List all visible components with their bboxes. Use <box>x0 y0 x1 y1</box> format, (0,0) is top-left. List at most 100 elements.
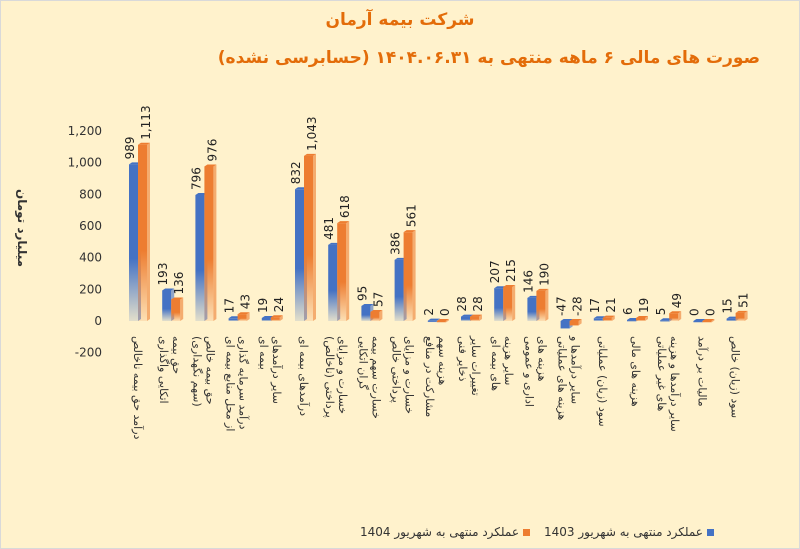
bar-1404 <box>536 290 546 321</box>
bar-side <box>645 315 648 321</box>
bar-top <box>237 312 250 315</box>
category-label: درآمدهای بیمه ای <box>297 336 311 416</box>
bar-side <box>479 314 482 321</box>
bar-top <box>204 164 217 167</box>
legend: عملکرد منتهی به شهریور 1403 عملکرد منتهی… <box>360 525 714 539</box>
bar-side <box>611 315 615 321</box>
data-label: 51 <box>737 293 751 308</box>
data-label: 976 <box>205 139 219 162</box>
bar-top <box>470 314 482 317</box>
bar-1403 <box>527 297 537 321</box>
data-label: 386 <box>389 232 403 255</box>
bar-1404 <box>470 316 479 321</box>
data-label: -47 <box>555 296 569 316</box>
data-label: 28 <box>455 296 469 311</box>
data-label: 1,113 <box>139 105 153 139</box>
y-tick-label: 600 <box>79 219 102 233</box>
data-label: 21 <box>604 297 618 312</box>
bar-1403 <box>461 316 470 321</box>
bar-1404 <box>270 317 280 321</box>
category-label: اداری و عمومی <box>522 336 535 407</box>
chart-title: شرکت بیمه آرمان <box>325 10 475 30</box>
bar-1404 <box>503 286 513 321</box>
bar-1404 <box>569 321 579 326</box>
bar-1403 <box>261 317 271 321</box>
bar-top <box>693 319 706 321</box>
bar-side <box>445 319 449 323</box>
bar-top <box>403 230 416 233</box>
bar-1404 <box>602 317 612 321</box>
bar-1404 <box>636 317 645 321</box>
data-label: -28 <box>571 296 585 316</box>
bar-top <box>569 319 582 321</box>
bar-1404 <box>171 299 181 321</box>
legend-item-1404: عملکرد منتهی به شهریور 1404 <box>360 525 530 539</box>
y-tick-label: 0 <box>94 314 102 328</box>
bar-side <box>346 221 350 321</box>
category-label: خسارت و مزایای <box>336 336 349 414</box>
data-label: 57 <box>371 292 385 307</box>
bar-top <box>636 315 648 318</box>
bar-top <box>337 221 350 224</box>
category-label: حق بیمه <box>169 336 183 374</box>
bar-1403 <box>394 259 404 321</box>
bar-1403 <box>195 194 205 321</box>
data-label: 136 <box>172 272 186 295</box>
data-label: 193 <box>156 263 170 286</box>
bar-1403 <box>726 318 736 321</box>
data-label: 17 <box>588 298 602 313</box>
bar-side <box>711 319 715 323</box>
data-label: 17 <box>223 298 237 313</box>
bar-1404 <box>237 314 247 321</box>
data-label: 19 <box>256 298 270 313</box>
bar-side <box>313 153 316 321</box>
bar-top <box>270 315 283 318</box>
bar-1404 <box>403 232 413 321</box>
data-label: 24 <box>272 297 286 312</box>
bar-1403 <box>660 320 670 322</box>
category-label: های غیر عملیاتی <box>655 336 668 412</box>
bar-1403 <box>129 164 138 321</box>
category-label: هزینه سهم <box>436 336 449 385</box>
category-label: سود (زیان) خالص <box>729 336 742 418</box>
bar-1404 <box>702 321 712 323</box>
legend-label-1404: عملکرد منتهی به شهریور 1404 <box>360 525 519 539</box>
category-label: خسارت سهم بیمه <box>369 336 382 419</box>
bar-top <box>304 153 316 156</box>
data-label: 618 <box>338 195 352 218</box>
category-label: هزینه های عملیاتی <box>556 336 569 421</box>
data-label: 1,043 <box>305 116 319 150</box>
bar-1403 <box>494 288 504 321</box>
bar-side <box>246 312 250 321</box>
bar-top <box>536 288 549 291</box>
bar-top <box>602 315 615 318</box>
category-label: ذخایر فنی <box>456 336 469 382</box>
bar-top <box>461 314 473 317</box>
data-label: 796 <box>189 167 203 190</box>
bar-top <box>503 284 516 287</box>
data-label: 481 <box>322 217 336 240</box>
y-tick-label: 1,200 <box>68 124 102 138</box>
bar-1404 <box>204 166 214 321</box>
data-label: 190 <box>537 263 551 286</box>
data-label: 561 <box>405 204 419 227</box>
bar-top <box>735 310 748 313</box>
bar-side <box>545 288 549 321</box>
category-label: اتکایی واگذاری <box>157 336 170 404</box>
bar-1404 <box>138 144 147 321</box>
bar-1403 <box>627 320 636 322</box>
bar-1404 <box>370 311 380 321</box>
data-label: 0 <box>438 308 452 316</box>
data-label: 0 <box>703 308 717 316</box>
legend-swatch-1403 <box>706 528 714 536</box>
bar-side <box>180 297 184 321</box>
bar-1403 <box>162 290 172 321</box>
bar-top <box>162 288 175 291</box>
bar-side <box>578 319 582 326</box>
bar-side <box>412 230 416 321</box>
category-label: سایر هزینه <box>502 336 515 385</box>
data-label: 0 <box>687 308 701 316</box>
category-label: بیمه ای <box>257 336 270 370</box>
category-label: های بیمه ای <box>489 336 502 391</box>
